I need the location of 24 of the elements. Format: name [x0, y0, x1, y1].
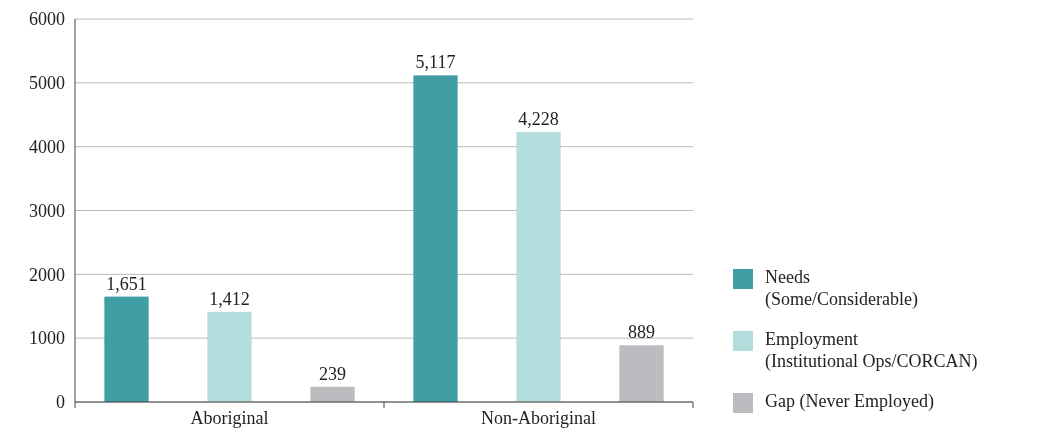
bar	[207, 311, 252, 402]
legend-label: Needs (Some/Considerable)	[765, 267, 918, 310]
bar	[310, 386, 355, 402]
y-tick-label: 1000	[29, 328, 65, 349]
data-label: 4,228	[518, 109, 559, 130]
y-tick-label: 6000	[29, 9, 65, 30]
legend-label: Employment (Institutional Ops/CORCAN)	[765, 329, 978, 372]
data-label: 1,412	[209, 288, 250, 309]
data-label: 889	[628, 322, 655, 343]
legend-label: Gap (Never Employed)	[765, 391, 934, 412]
y-tick-label: 2000	[29, 264, 65, 285]
data-label: 1,651	[106, 273, 147, 294]
bar	[413, 75, 458, 402]
x-tick-label: Aboriginal	[190, 408, 269, 428]
x-tick-label: Non-Aboriginal	[481, 408, 596, 428]
y-tick-label: 5000	[29, 73, 65, 94]
bar	[516, 132, 561, 402]
y-tick-label: 0	[56, 392, 65, 413]
y-tick-label: 4000	[29, 136, 65, 157]
bar	[104, 296, 149, 402]
data-label: 239	[319, 363, 346, 384]
y-tick-label: 3000	[29, 200, 65, 221]
data-label: 5,117	[415, 52, 456, 73]
bar	[619, 345, 664, 402]
